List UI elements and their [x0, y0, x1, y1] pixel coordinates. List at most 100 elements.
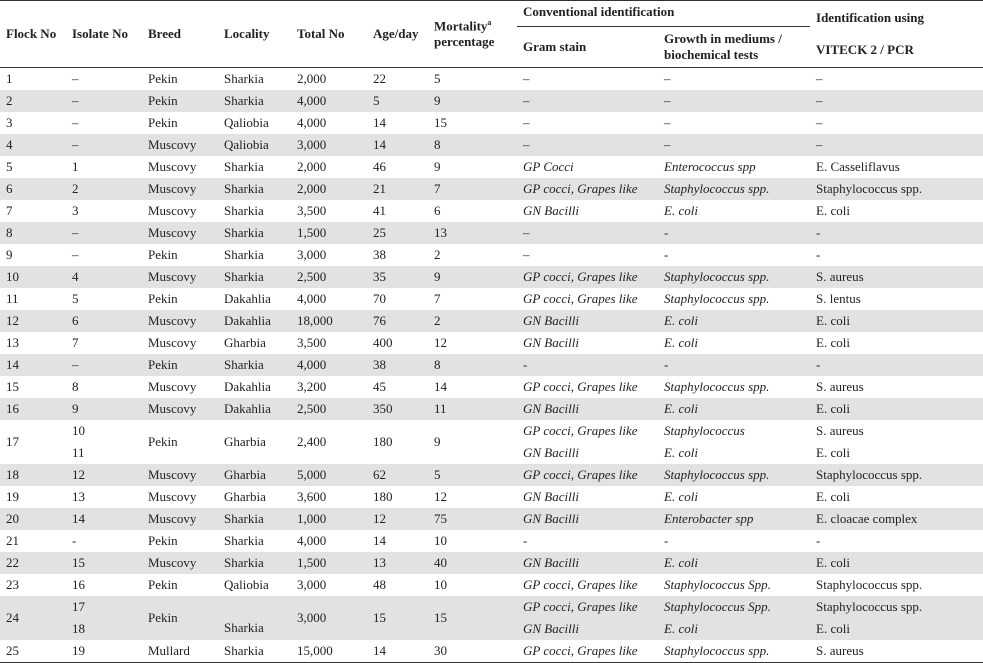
table-cell: 75 — [428, 508, 517, 530]
table-cell: - — [816, 533, 821, 548]
table-cell: E. coli — [664, 203, 698, 218]
table-cell: Pekin — [148, 115, 178, 130]
table-cell: Sharkia — [218, 596, 291, 640]
table-cell: E. coli — [816, 203, 850, 218]
table-cell: Pekin — [148, 533, 178, 548]
table-cell: Sharkia — [218, 90, 291, 112]
table-cell: Sharkia — [224, 643, 264, 658]
table-cell: 19 — [6, 489, 19, 504]
table-cell: 5 — [6, 159, 13, 174]
table-cell: GP cocci, Grapes like — [523, 291, 638, 306]
table-cell: Sharkia — [218, 178, 291, 200]
table-cell: Muscovy — [142, 464, 218, 486]
table-cell: Staphylococcus — [664, 423, 745, 438]
table-cell: 11 — [6, 291, 19, 306]
table-cell: 76 — [367, 310, 428, 332]
table-cell: 12 — [0, 310, 66, 332]
table-row: 23 16 Pekin Qaliobia 3,000 48 10 GP cocci, Grap… — [0, 574, 983, 596]
table-cell: 5,000 — [291, 464, 367, 486]
table-cell: Sharkia — [224, 203, 264, 218]
table-cell: Staphylococcus Spp. — [664, 577, 771, 592]
table-cell: - — [523, 533, 528, 548]
table-cell: 2,400 — [297, 434, 327, 449]
table-row: 2– Pekin Sharkia 4,000 5 9– – – — [0, 90, 983, 112]
table-cell: GN Bacilli — [517, 508, 658, 530]
table-cell: GP cocci, Grapes like — [517, 266, 658, 288]
table-cell: GN Bacilli — [523, 335, 579, 350]
table-cell: Pekin — [148, 71, 178, 86]
table-row: 19 13 Muscovy Gharbia 3,600 180 12 GN Bacilli E.… — [0, 486, 983, 508]
table-cell: GP cocci, Grapes like — [517, 464, 658, 486]
table-cell: – — [816, 71, 823, 86]
header-cell: Age/day — [373, 26, 419, 41]
table-cell: 8 — [428, 354, 517, 376]
header-text: Identification using — [816, 10, 925, 25]
table-cell: Staphylococcus spp. — [810, 596, 983, 618]
table-row: 8– Muscovy Sharkia 1,500 25 13– - - — [0, 222, 983, 244]
table-cell: Dakahlia — [218, 398, 291, 420]
table-cell: Staphylococcus Spp. — [658, 596, 811, 618]
table-row: 5 1 Muscovy Sharkia 2,000 46 9 GP Cocci Enteroco… — [0, 156, 983, 178]
table-cell: - — [658, 354, 811, 376]
header-text: VITECK 2 / PCR — [816, 42, 914, 57]
table-cell: Sharkia — [224, 159, 264, 174]
table-row: 10 4 Muscovy Sharkia 2,500 35 9 GP cocci, Grape… — [0, 266, 983, 288]
table-row: 3 – Pekin Qaliobia 4,000 14 15 – – – — [0, 112, 983, 134]
table-row: 12 6 Muscovy Dakahlia 18,000 76 2 GN Bacilli E. … — [0, 310, 983, 332]
header-text: Growth in mediums / — [664, 31, 782, 46]
table-cell: - — [664, 247, 669, 262]
table-cell: S. lentus — [816, 291, 861, 306]
table-cell: E. coli — [816, 445, 850, 460]
table-cell: Muscovy — [142, 222, 218, 244]
table-cell: 2,000 — [297, 71, 327, 86]
table-row: 1 – Pekin Sharkia 2,000 22 5 – – – — [0, 68, 983, 91]
table-cell: - — [658, 222, 811, 244]
table-cell: 8 — [428, 134, 517, 156]
table-cell: E. coli — [816, 335, 850, 350]
table-cell: 14 — [373, 643, 386, 658]
table-cell: 4,000 — [291, 354, 367, 376]
table-cell: 25 — [6, 643, 19, 658]
table-cell: 23 — [6, 577, 19, 592]
table-cell: S. aureus — [816, 423, 864, 438]
table-cell: – — [517, 134, 658, 156]
table-cell: 12 — [434, 335, 447, 350]
table-cell: 22 — [0, 552, 66, 574]
table-cell: 3,000 — [291, 134, 367, 156]
table-cell: 11 — [72, 445, 85, 460]
table-cell: – — [66, 134, 142, 156]
table-cell: 10 — [434, 577, 447, 592]
table-cell: 3,200 — [297, 379, 327, 394]
table-header: Flock No Isolate No Breed Locality Total… — [0, 0, 983, 68]
header-cell: Breed — [148, 26, 181, 41]
table-cell: Enterococcus spp — [664, 159, 756, 174]
table-cell: GN Bacilli — [517, 552, 658, 574]
table-cell: Sharkia — [218, 222, 291, 244]
table-cell: Qaliobia — [224, 577, 269, 592]
table-cell: 45 — [373, 379, 386, 394]
table-row: 11 GN Bacilli E. coli E. coli — [0, 442, 983, 464]
table-cell: Sharkia — [218, 354, 291, 376]
table-cell: 15,000 — [297, 643, 333, 658]
table-cell: – — [66, 354, 142, 376]
table-cell: Gharbia — [224, 335, 266, 350]
table-cell: Qaliobia — [218, 134, 291, 156]
table-cell: - — [810, 222, 983, 244]
table-cell: 20 — [0, 508, 66, 530]
table-cell: GP cocci, Grapes like — [523, 577, 638, 592]
table-cell: 15 — [66, 552, 142, 574]
table-cell: 3,600 — [297, 489, 327, 504]
table-cell: Pekin — [142, 90, 218, 112]
table-cell: Gharbia — [224, 489, 266, 504]
table-cell: Dakahlia — [224, 291, 271, 306]
table-cell: – — [517, 90, 658, 112]
table-cell: E. coli — [658, 310, 811, 332]
table-cell: E. coli — [664, 445, 698, 460]
group-header: Conventional identification — [517, 0, 811, 27]
table-cell: 3 — [72, 203, 79, 218]
table-cell: 13 — [428, 222, 517, 244]
table-cell: - — [664, 533, 669, 548]
table-row: 20 14 Muscovy Sharkia 1,000 12 75 GN Bacilli Ent… — [0, 508, 983, 530]
table-cell: Sharkia — [224, 71, 264, 86]
